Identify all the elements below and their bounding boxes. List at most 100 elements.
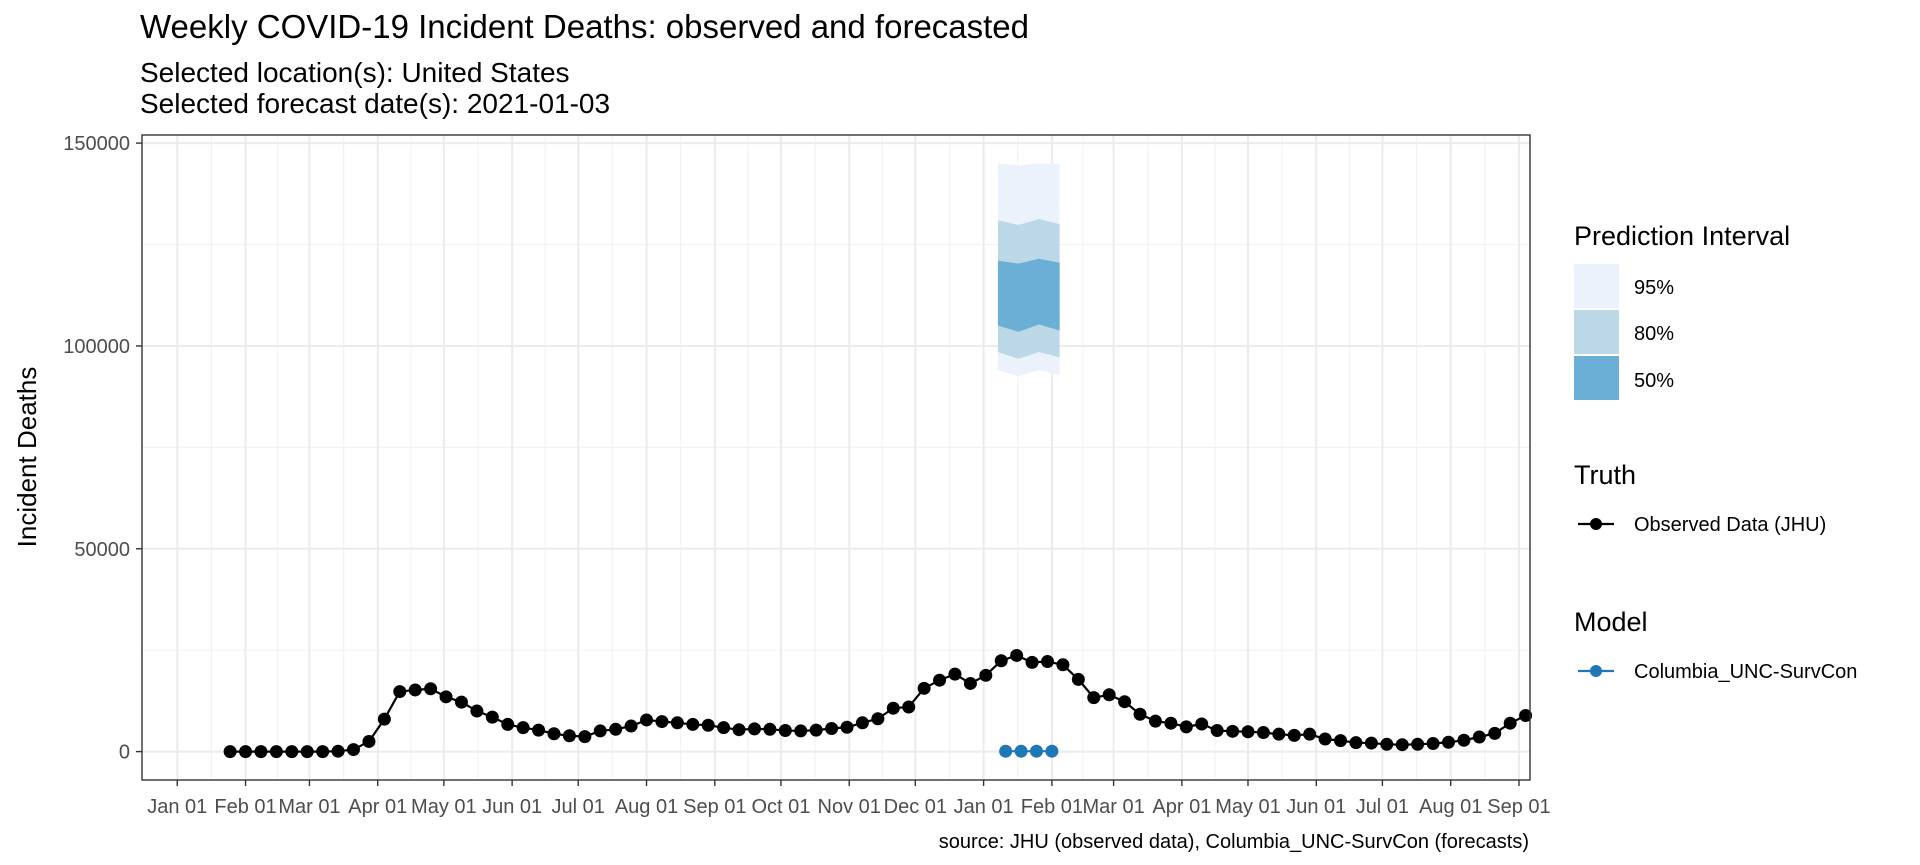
observed-point [979,668,993,682]
x-tick-label: Jul 01 [552,796,605,818]
observed-point [1025,655,1039,669]
x-tick-label: Jun 01 [482,796,542,818]
observed-point [747,722,761,736]
observed-point [454,695,468,709]
observed-point [624,719,638,733]
observed-point [917,681,931,695]
observed-point [377,712,391,726]
y-tick-label: 50000 [74,539,130,561]
observed-point [794,724,808,738]
observed-point [393,685,407,699]
observed-point [609,722,623,736]
forecast-point [1029,744,1043,758]
observed-point [516,721,530,735]
observed-point [1148,714,1162,728]
observed-point [1411,737,1425,751]
forecast-point [999,744,1013,758]
legend-title-model: Model [1574,607,1648,637]
observed-point [1303,727,1317,741]
observed-point [670,716,684,730]
observed-point [470,704,484,718]
x-tick-label: Sep 01 [1487,796,1550,818]
observed-point [485,710,499,724]
chart-title: Weekly COVID-19 Incident Deaths: observe… [140,8,1029,45]
observed-point [1241,725,1255,739]
y-tick-label: 100000 [63,336,130,358]
observed-point [1395,738,1409,752]
observed-point [424,682,438,696]
y-tick-label: 150000 [63,133,130,155]
observed-point [331,744,345,758]
x-tick-label: Oct 01 [751,796,810,818]
observed-point [239,745,253,759]
x-tick-label: Aug 01 [1419,796,1482,818]
observed-point [655,715,669,729]
legend-label-80: 80% [1634,323,1674,345]
observed-point [933,673,947,687]
x-tick-label: May 01 [1215,796,1281,818]
observed-point [1256,726,1270,740]
x-tick-label: Feb 01 [1021,796,1083,818]
observed-point [1195,717,1209,731]
observed-point [963,676,977,690]
observed-point [1010,648,1024,662]
observed-point [547,727,561,741]
observed-point [1318,732,1332,746]
observed-point [532,723,546,737]
observed-point [347,743,361,757]
y-tick-label: 0 [119,742,130,764]
legend-label-model: Columbia_UNC-SurvCon [1634,661,1857,683]
observed-point [1287,728,1301,742]
x-tick-label: Apr 01 [1152,796,1211,818]
observed-point [501,717,515,731]
forecast-series [999,744,1059,758]
observed-point [701,718,715,732]
x-tick-label: Aug 01 [615,796,678,818]
observed-point [1226,724,1240,738]
chart-caption: source: JHU (observed data), Columbia_UN… [939,831,1529,853]
grid-major [142,135,1530,780]
observed-point [1087,691,1101,705]
observed-point [825,721,839,735]
legend-label-observed: Observed Data (JHU) [1634,514,1826,536]
observed-point [1364,736,1378,750]
observed-point [1102,688,1116,702]
observed-point [1426,736,1440,750]
observed-point [1519,709,1533,722]
legend-title-prediction: Prediction Interval [1574,221,1790,251]
observed-point [640,713,654,727]
x-axis: Jan 01 Feb 01 Mar 01 Apr 01 May 01 Jun 01 Jul … [147,780,1551,818]
observed-point [254,745,268,759]
observed-point [408,683,422,697]
observed-point [855,716,869,730]
observed-point [732,723,746,737]
observed-point [1133,707,1147,721]
x-tick-label: Apr 01 [348,796,407,818]
observed-point [362,734,376,748]
observed-point [1488,726,1502,740]
legend-key-observed-point [1590,518,1602,530]
x-tick-label: Dec 01 [884,796,947,818]
grid-minor [142,135,1530,780]
prediction-bands [997,163,1060,377]
legend-key-model-point [1590,665,1602,677]
observed-point [1056,658,1070,672]
forecast-point [1045,744,1059,758]
observed-point [763,722,777,736]
observed-point [1071,672,1085,686]
observed-point [902,700,916,714]
observed-point [562,729,576,743]
observed-point [886,701,900,715]
plot-panel-border [141,134,1531,781]
x-tick-label: Mar 01 [1082,796,1144,818]
y-axis-title: Incident Deaths [12,367,42,548]
observed-point [948,667,962,681]
observed-point [1041,655,1055,669]
observed-point [1210,724,1224,738]
x-tick-label: Feb 01 [214,796,276,818]
observed-point [593,724,607,738]
x-tick-label: Nov 01 [818,796,881,818]
legend: Prediction Interval 95% 80% 50% Truth Ob… [1574,221,1857,683]
band-50 [997,258,1060,332]
